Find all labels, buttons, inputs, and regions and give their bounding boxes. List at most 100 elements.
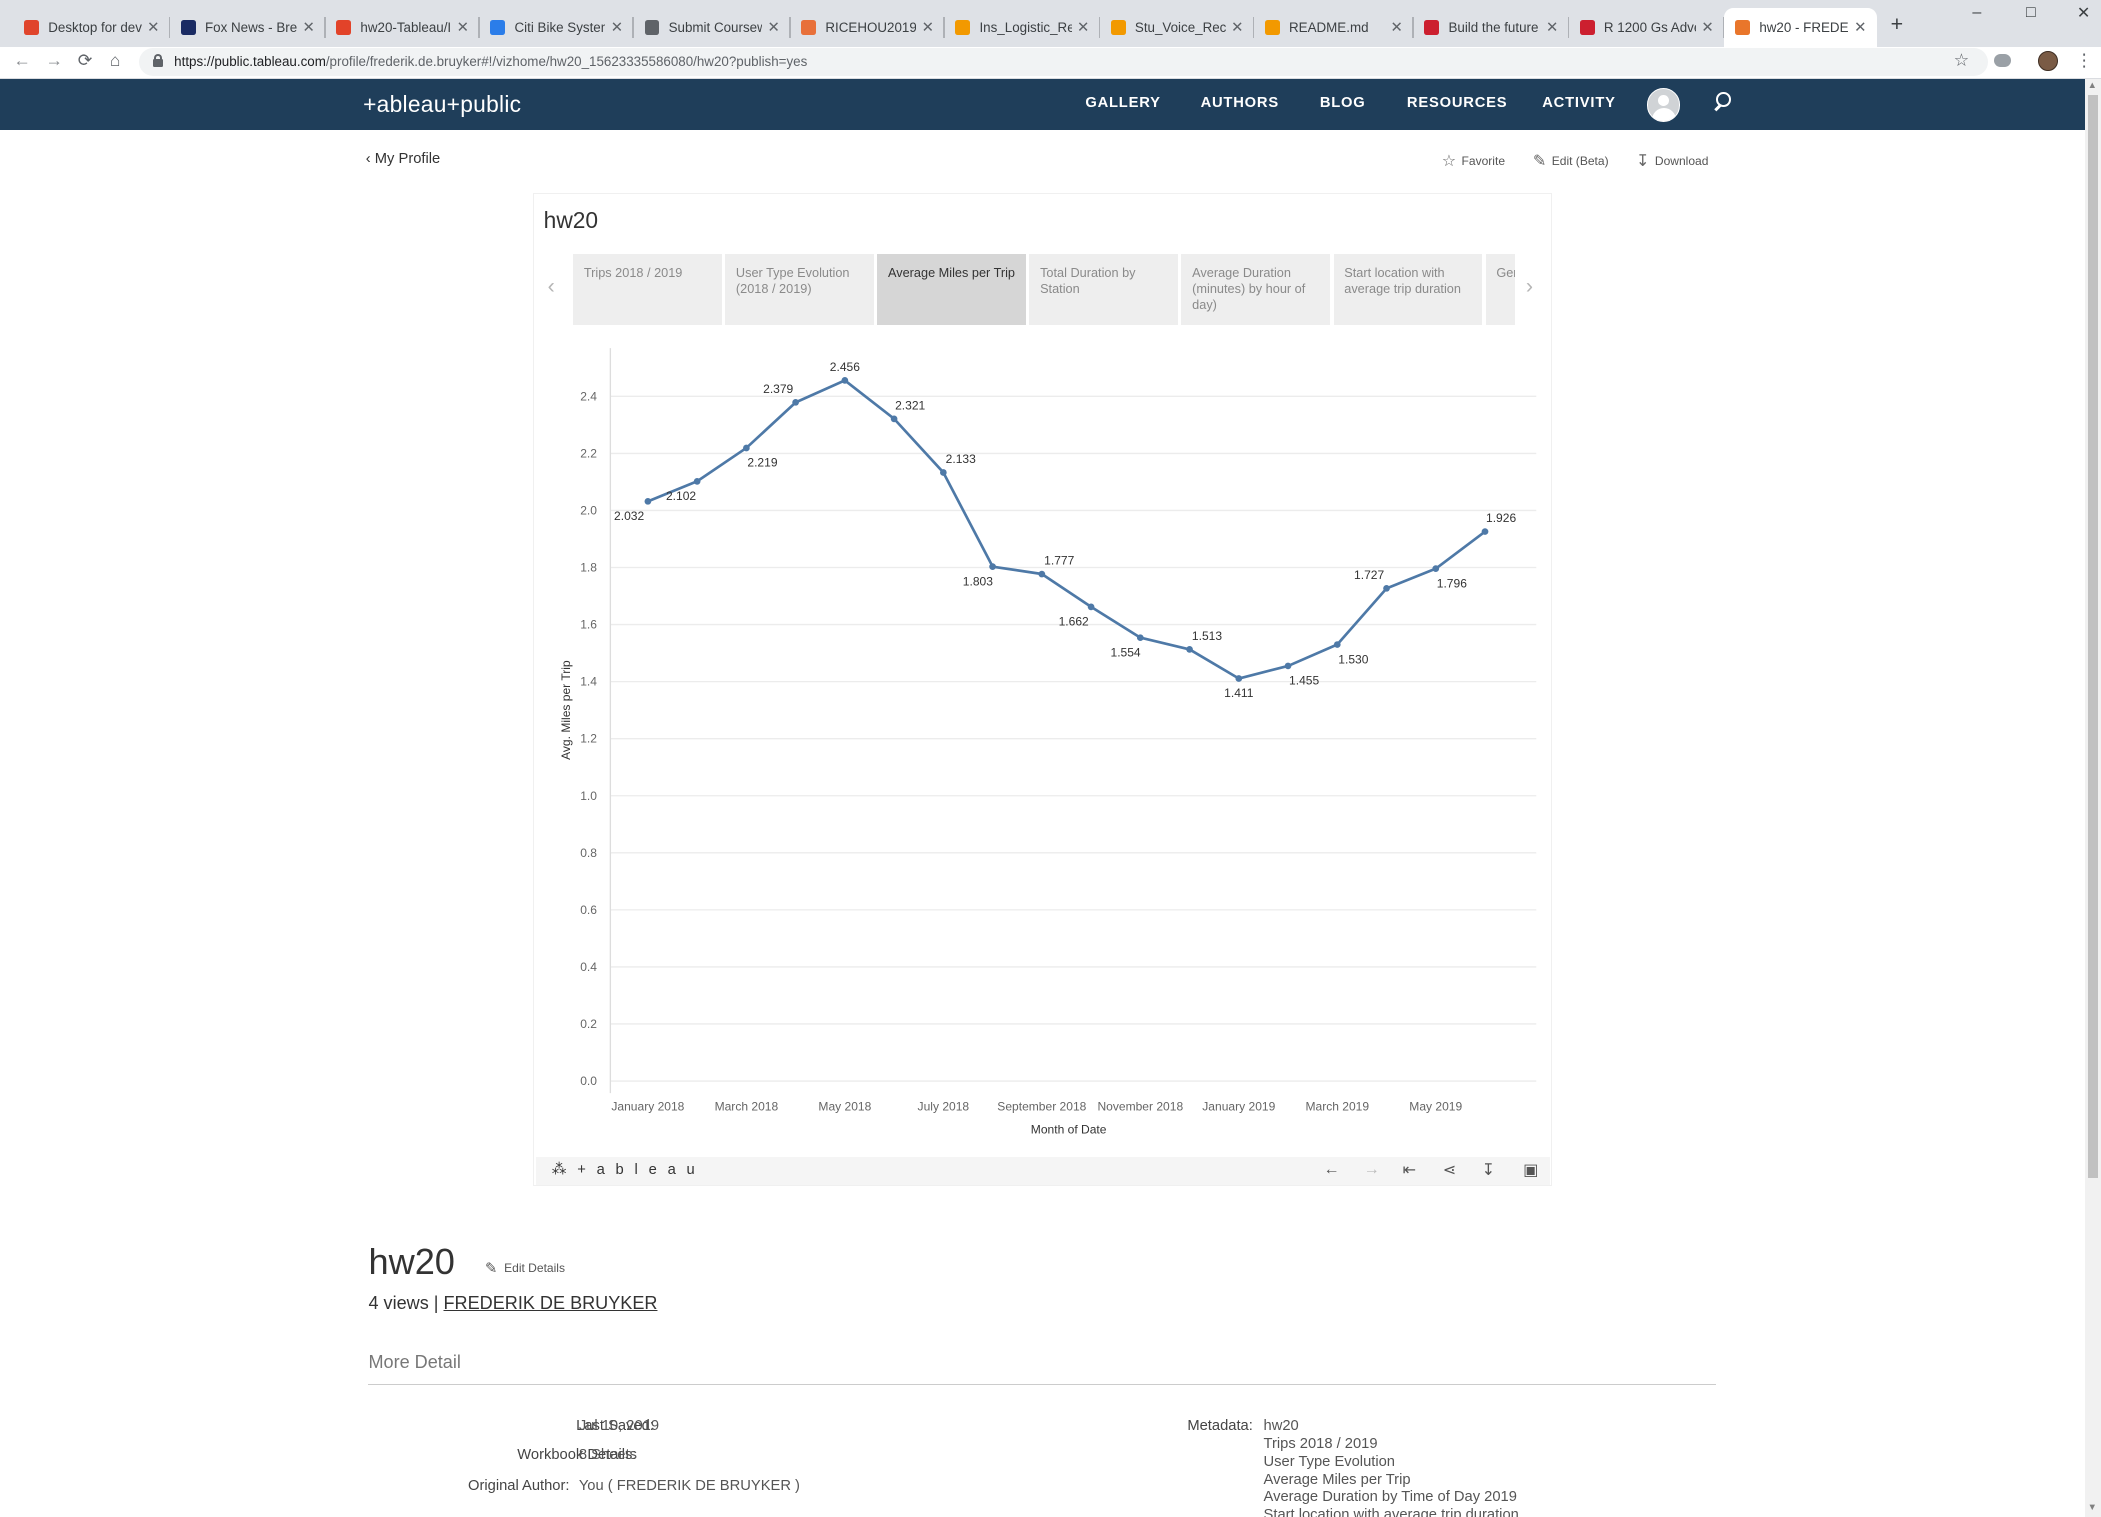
tab-close-icon[interactable]: ✕ xyxy=(456,19,469,36)
data-point[interactable] xyxy=(792,398,800,406)
tableau-public-logo[interactable]: +ableau+public xyxy=(363,91,522,118)
browser-tab[interactable]: hw20 - FREDERIK ✕ xyxy=(1724,8,1878,47)
reload-icon[interactable]: ⟳ xyxy=(77,49,93,70)
tabs-prev-icon[interactable]: ‹ xyxy=(547,274,555,299)
page-scrollbar[interactable]: ▲ ▼ xyxy=(2084,79,2101,1517)
tab-close-icon[interactable]: ✕ xyxy=(147,19,160,36)
browser-tab[interactable]: RICEHOU2019021✕ xyxy=(791,8,945,47)
back-icon[interactable]: ← xyxy=(13,49,31,70)
edit-beta-button[interactable]: ✎ Edit (Beta) xyxy=(1532,152,1609,171)
edit-details-button[interactable]: ✎ Edit Details xyxy=(485,1260,566,1277)
data-point[interactable] xyxy=(1088,603,1095,611)
sheet-tab[interactable]: User Type Evolution (2018 / 2019) xyxy=(725,254,874,326)
bookmark-star-icon[interactable]: ☆ xyxy=(1953,49,1970,70)
data-label: 1.530 xyxy=(1339,652,1369,666)
share-icon[interactable]: ⋖ xyxy=(1442,1161,1457,1180)
author-link[interactable]: FREDERIK DE BRUYKER xyxy=(443,1293,658,1314)
tab-favicon-icon xyxy=(1735,20,1750,35)
scroll-down-icon[interactable]: ▼ xyxy=(2087,1502,2097,1513)
browser-tab[interactable]: README.md ✕ xyxy=(1254,8,1414,47)
data-point[interactable] xyxy=(1334,641,1341,648)
close-window-icon[interactable]: ✕ xyxy=(2076,3,2091,22)
fullscreen-icon[interactable]: ▣ xyxy=(1523,1161,1539,1180)
sheet-tab[interactable]: Gen Dur xyxy=(1485,254,1516,326)
data-point[interactable] xyxy=(1432,565,1440,572)
data-point[interactable] xyxy=(1137,634,1144,641)
browser-tab[interactable]: Citi Bike System D✕ xyxy=(480,8,634,47)
tab-favicon-icon xyxy=(1424,20,1440,35)
browser-tab[interactable]: hw20-Tableau/In ✕ xyxy=(326,8,480,47)
data-point[interactable] xyxy=(940,469,947,476)
line-chart[interactable]: 0.0 0.2 0.4 0.6 0.8 1.0 1.2 1.4 1.6 1.8 2.0 2.2 2.4 A… xyxy=(534,328,1552,1152)
tableau-footer-logo[interactable]: ⁂ + a b l e a u xyxy=(551,1162,699,1179)
home-icon[interactable]: ⌂ xyxy=(109,49,121,70)
tab-close-icon[interactable]: ✕ xyxy=(302,19,315,36)
tab-favicon-icon xyxy=(24,20,39,35)
data-point[interactable] xyxy=(1284,662,1292,670)
sheet-tab[interactable]: Total Duration by Station xyxy=(1029,254,1179,326)
redo-icon[interactable]: → xyxy=(1363,1160,1380,1179)
sheet-tab[interactable]: Start location with average trip duratio… xyxy=(1333,254,1483,326)
search-icon[interactable] xyxy=(1712,91,1733,115)
browser-tab[interactable]: Build the future o ✕ xyxy=(1414,8,1570,47)
data-point[interactable] xyxy=(989,563,997,570)
data-point[interactable] xyxy=(694,477,701,485)
viz-download-icon[interactable]: ↧ xyxy=(1481,1161,1496,1180)
tabs-next-icon[interactable]: › xyxy=(1525,274,1533,299)
data-point[interactable] xyxy=(644,497,652,505)
scrollbar-thumb[interactable] xyxy=(2087,95,2099,1178)
kebab-menu-icon[interactable]: ⋮ xyxy=(2075,49,2093,70)
tab-close-icon[interactable]: ✕ xyxy=(1231,19,1244,36)
tab-close-icon[interactable]: ✕ xyxy=(1854,19,1867,36)
data-point[interactable] xyxy=(1038,570,1046,578)
nav-gallery[interactable]: GALLERY xyxy=(1085,95,1161,112)
new-tab-button[interactable]: + xyxy=(1890,12,1904,37)
tab-close-icon[interactable]: ✕ xyxy=(1390,19,1403,36)
tab-close-icon[interactable]: ✕ xyxy=(1545,19,1559,36)
tab-label: Stu_Voice_Recogn xyxy=(1134,19,1226,35)
browser-tab[interactable]: Desktop for deve ✕ xyxy=(13,8,171,47)
data-label: 1.777 xyxy=(1044,554,1074,568)
favorite-button[interactable]: ☆ Favorite xyxy=(1441,152,1506,171)
nav-authors[interactable]: AUTHORS xyxy=(1200,95,1279,112)
nav-resources[interactable]: RESOURCES xyxy=(1406,95,1508,112)
tab-close-icon[interactable]: ✕ xyxy=(1077,19,1090,36)
nav-activity[interactable]: ACTIVITY xyxy=(1542,95,1616,112)
data-point[interactable] xyxy=(1186,645,1194,653)
data-point[interactable] xyxy=(891,415,898,423)
data-point[interactable] xyxy=(1235,675,1243,682)
extension-icon[interactable] xyxy=(1993,53,2012,67)
forward-icon[interactable]: → xyxy=(45,49,63,70)
tab-close-icon[interactable]: ✕ xyxy=(610,19,624,36)
browser-tab[interactable]: Ins_Logistic_Regr ✕ xyxy=(945,8,1101,47)
minimize-icon[interactable]: – xyxy=(1972,2,1982,21)
maximize-icon[interactable]: □ xyxy=(2025,2,2036,21)
back-to-profile-link[interactable]: ‹ My Profile xyxy=(365,151,441,168)
y-tick-label: 2.2 xyxy=(581,446,598,460)
sheet-tab[interactable]: Average Duration (minutes) by hour of da… xyxy=(1181,254,1331,326)
browser-tab[interactable]: Stu_Voice_Recogn ✕ xyxy=(1100,8,1255,47)
sheet-tab[interactable]: Trips 2018 / 2019 xyxy=(573,254,722,326)
y-tick-label: 0.4 xyxy=(581,960,598,974)
data-point[interactable] xyxy=(1481,528,1489,535)
browser-tab[interactable]: Fox News - Break✕ xyxy=(170,8,326,47)
address-bar[interactable]: https://public.tableau.com/profile/frede… xyxy=(139,48,1989,77)
tab-close-icon[interactable]: ✕ xyxy=(767,19,780,36)
tab-close-icon[interactable]: ✕ xyxy=(921,19,934,36)
sheet-tab[interactable]: Average Miles per Trip xyxy=(877,254,1026,326)
tab-close-icon[interactable]: ✕ xyxy=(1701,19,1714,36)
revert-icon[interactable]: ⇤ xyxy=(1402,1161,1416,1180)
data-point[interactable] xyxy=(743,444,751,452)
scroll-up-icon[interactable]: ▲ xyxy=(2087,80,2097,91)
data-point[interactable] xyxy=(1383,584,1391,592)
undo-icon[interactable]: ← xyxy=(1323,1160,1340,1179)
data-point[interactable] xyxy=(841,376,849,384)
download-button[interactable]: ↧ Download xyxy=(1636,152,1709,171)
browser-tab[interactable]: R 1200 Gs Adven ✕ xyxy=(1569,8,1725,47)
series-line[interactable] xyxy=(647,378,1487,680)
nav-blog[interactable]: BLOG xyxy=(1319,95,1366,112)
user-avatar[interactable] xyxy=(1646,88,1681,122)
browser-tab[interactable]: Submit Coursewo✕ xyxy=(634,8,791,47)
url-text[interactable]: https://public.tableau.com/profile/frede… xyxy=(174,53,808,69)
profile-avatar[interactable] xyxy=(2038,50,2059,71)
